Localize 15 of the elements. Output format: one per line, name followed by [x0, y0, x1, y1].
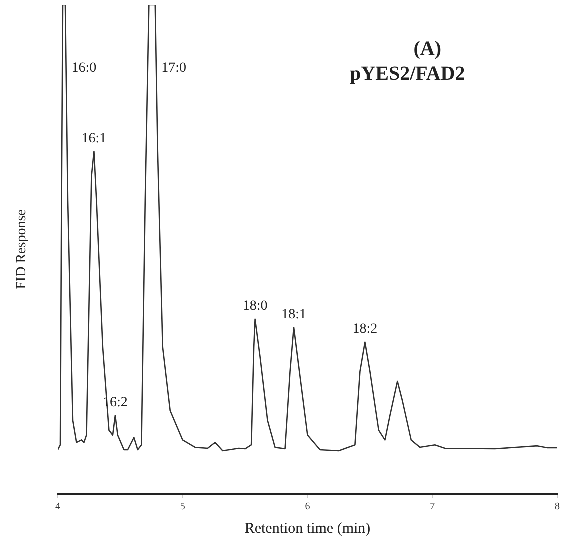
text: pYES2/FAD2	[350, 63, 466, 85]
annotation: 18:2	[352, 322, 378, 338]
annotation: 16:0	[72, 61, 97, 76]
x-tick-label: 6	[305, 502, 310, 513]
annotation: 17:0	[162, 61, 187, 76]
annotation: 18:0	[242, 299, 268, 314]
x-tick-label: 4	[56, 502, 60, 513]
y-axis-title: FID Response	[14, 210, 30, 290]
annotation: 16:1	[82, 131, 107, 146]
text: (A)	[414, 38, 442, 60]
x-tick-label: 7	[430, 502, 436, 513]
x-axis-title: Retention time (min)	[244, 520, 371, 537]
annotation: 18:1	[282, 307, 306, 322]
x-tick-label: 8	[555, 502, 560, 513]
x-tick-label: 5	[180, 502, 186, 513]
